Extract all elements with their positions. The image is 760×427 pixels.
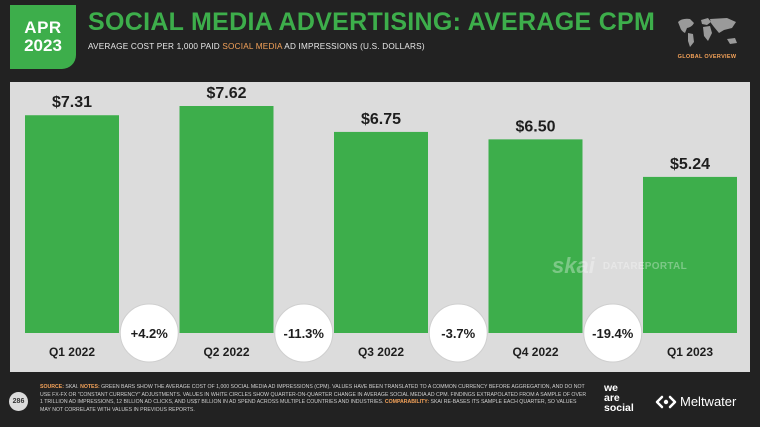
meltwater-icon <box>655 395 677 408</box>
source-value: SKAI. <box>63 384 81 390</box>
page-number: 286 <box>9 392 28 411</box>
badge-year: 2023 <box>24 36 62 55</box>
bar-value-label-3: $6.75 <box>361 111 401 128</box>
category-label-2: Q2 2022 <box>203 345 249 359</box>
date-badge: APR 2023 <box>10 5 76 69</box>
bar-4 <box>488 139 583 333</box>
change-label-1: +4.2% <box>131 326 169 341</box>
notes-label: NOTES: <box>80 384 100 390</box>
source-notes: SOURCE: SKAI. NOTES: GREEN BARS SHOW THE… <box>40 384 588 414</box>
category-label-1: Q1 2022 <box>49 345 95 359</box>
watermark-datareportal: DATAREPORTAL <box>602 260 687 272</box>
bar-value-label-2: $7.62 <box>206 85 246 102</box>
we-are-social-logo: we are social <box>604 382 634 414</box>
badge-month: APR <box>24 18 62 38</box>
category-label-5: Q1 2023 <box>667 345 713 359</box>
bar-5 <box>643 176 737 333</box>
comparability-text: SKAI RE-BASES ITS SAMPLE EACH QUARTER, S… <box>40 399 577 413</box>
change-label-3: -3.7% <box>441 326 475 341</box>
comparability-label: COMPARABILITY: <box>384 399 430 406</box>
watermark: skai DATAREPORTAL <box>552 253 687 279</box>
change-label-4: -19.4% <box>592 326 634 341</box>
subtitle-highlight: SOCIAL MEDIA <box>222 42 283 51</box>
watermark-skai: skai <box>552 253 595 278</box>
logo-we: we <box>604 382 619 394</box>
bar-value-label-4: $6.50 <box>515 118 555 135</box>
change-circle-3 <box>428 303 488 363</box>
notes-text: GREEN BARS SHOW THE AVERAGE COST OF 1,00… <box>40 384 587 406</box>
change-circle-4 <box>583 303 643 363</box>
subtitle-pre: AVERAGE COST PER 1,000 PAID <box>88 42 223 51</box>
change-circle-2 <box>274 303 334 363</box>
change-circle-1 <box>119 303 179 363</box>
logo-social: social <box>604 401 634 414</box>
global-overview-label: GLOBAL OVERVIEW <box>677 54 737 60</box>
category-label-3: Q3 2022 <box>358 345 404 359</box>
page-title: SOCIAL MEDIA ADVERTISING: AVERAGE CPM <box>88 8 656 36</box>
source-label: SOURCE: <box>40 384 64 390</box>
subtitle-post: AD IMPRESSIONS (U.S. DOLLARS) <box>282 42 425 51</box>
bar-value-label-1: $7.31 <box>52 94 92 111</box>
meltwater-logo: Meltwater <box>655 394 736 409</box>
category-label-4: Q4 2022 <box>512 345 558 359</box>
bar-2 <box>179 106 274 333</box>
logo-are: are <box>604 391 620 404</box>
logo-meltwater: Meltwater <box>680 394 737 409</box>
change-label-2: -11.3% <box>284 326 325 341</box>
bar-value-label-5: $5.24 <box>670 156 710 173</box>
bar-1 <box>25 115 119 333</box>
world-map-icon <box>678 18 737 47</box>
bar-3 <box>334 131 428 333</box>
page-subtitle: AVERAGE COST PER 1,000 PAID SOCIAL MEDIA… <box>88 42 425 51</box>
